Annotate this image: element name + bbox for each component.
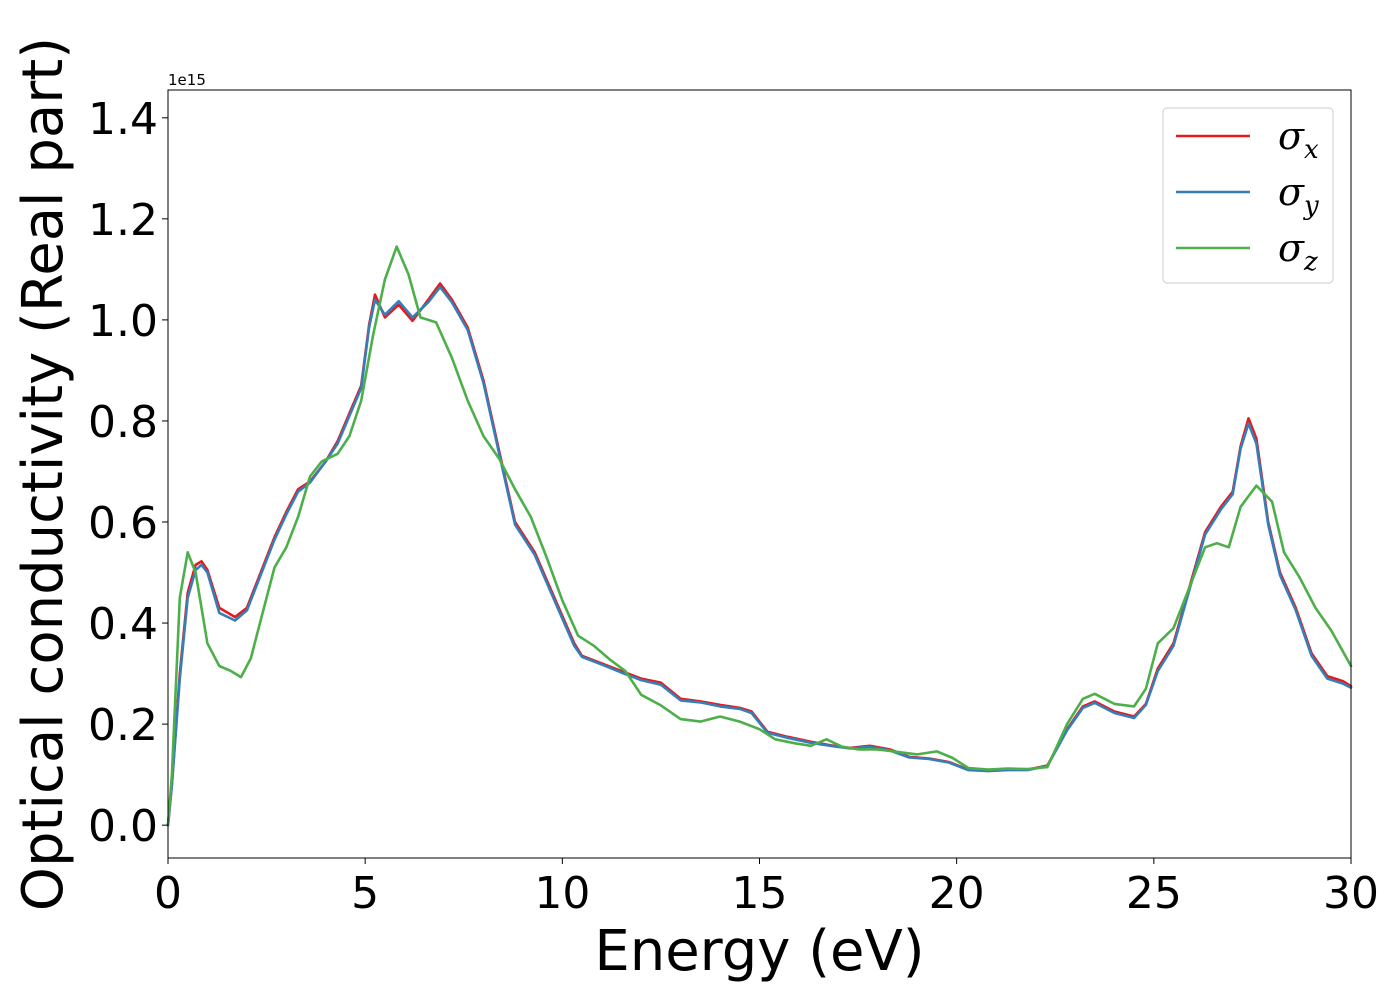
x-tick-label: 0 (154, 868, 182, 919)
x-tick-label: 15 (732, 868, 788, 919)
y-tick-label: 0.2 (88, 700, 158, 751)
y-tick-label: 0.8 (88, 397, 158, 448)
y-tick-label: 1.2 (88, 195, 158, 246)
series-line-y (166, 285, 1353, 827)
y-tick-label: 0.4 (88, 599, 158, 650)
legend-label-y: σy (1278, 170, 1319, 221)
y-offset-label: 1e15 (168, 71, 206, 89)
series-line-z (166, 245, 1353, 827)
y-tick-label: 0.6 (88, 498, 158, 549)
x-axis-title: Energy (eV) (594, 919, 924, 984)
x-tick-label: 30 (1323, 868, 1379, 919)
legend-frame (1162, 107, 1334, 284)
y-axis-title: Optical conductivity (Real part) (11, 37, 76, 911)
x-tick-label: 5 (351, 868, 379, 919)
legend-label-z: σz (1278, 226, 1318, 277)
x-tick-label: 10 (534, 868, 590, 919)
y-tick-label: 0.0 (88, 801, 158, 852)
series-layer (166, 245, 1353, 827)
y-tick-label: 1.0 (88, 296, 158, 347)
x-tick-label: 20 (929, 868, 985, 919)
ticks-layer: 0 5 10 15 20 25 30 0.0 0.2 0.4 0.6 0.8 1.0 1.2 1.4 (88, 94, 1379, 919)
plot-frame (167, 89, 1352, 859)
y-tick-label: 1.4 (88, 94, 158, 145)
legend-label-x: σx (1278, 114, 1319, 165)
x-tick-label: 25 (1126, 868, 1182, 919)
